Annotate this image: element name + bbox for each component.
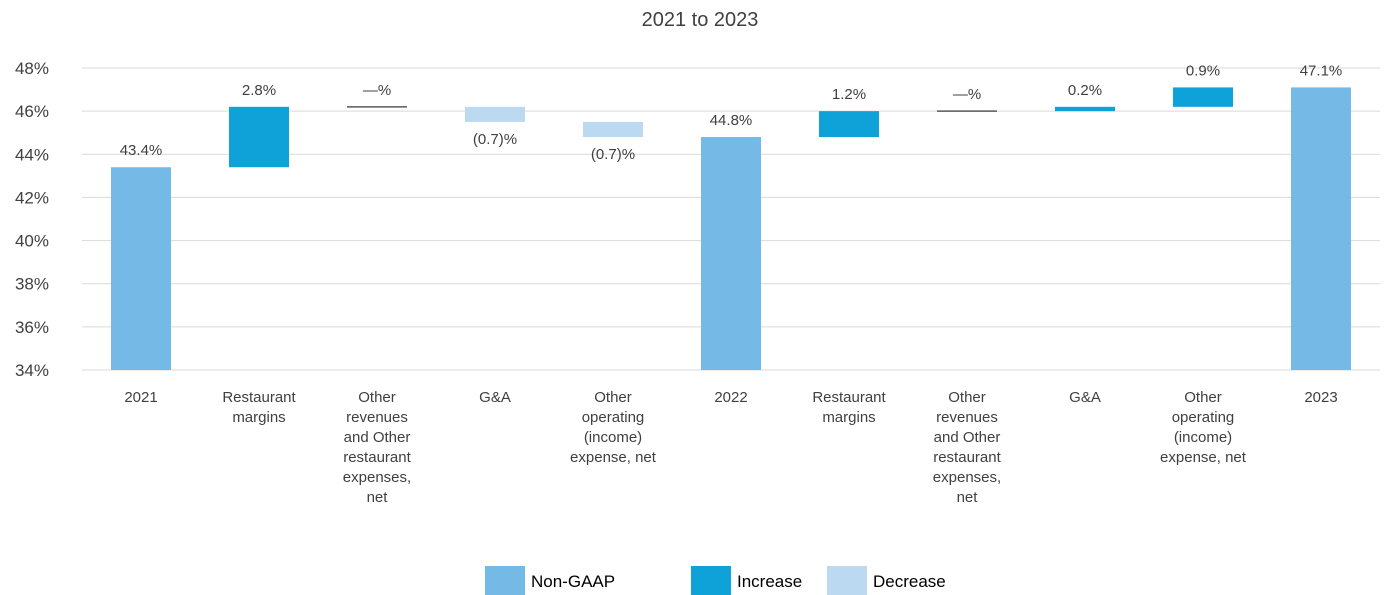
data-label: —% [953,86,981,103]
x-tick-label-line: G&A [479,389,511,406]
data-label: 1.2% [832,86,866,103]
x-tick-label: Restaurant margins [222,389,296,426]
y-tick-label: 34% [15,361,49,380]
y-tick-label: 44% [15,145,49,164]
y-axis: 34% 36% 38% 40% 42% 44% 46% 48% [15,59,49,380]
y-tick-label: 46% [15,102,49,121]
data-label: 43.4% [120,142,163,159]
x-tick-label-line: Other [594,389,632,406]
waterfall-bar [1291,87,1351,371]
x-tick-label-line: operating [1172,409,1235,426]
legend-label: Decrease [873,572,946,591]
x-tick-label-line: operating [582,409,645,426]
y-tick-label: 38% [15,275,49,294]
x-tick-label-line: expenses, [343,469,411,486]
x-tick-label: Other revenues and Other restaurant expenses… [933,389,1002,506]
x-tick-label-line: net [957,489,979,506]
data-label: 44.8% [710,112,753,129]
data-labels: 43.4% 2.8% —% (0.7)% (0.7)% 44.8% 1.2% —% 0.2% 0.… [120,62,1343,163]
x-tick-label: 2022 [714,389,747,406]
legend-label: Increase [737,572,802,591]
waterfall-bar [819,111,879,138]
y-tick-label: 40% [15,232,49,251]
legend: Non-GAAP Increase Decrease [485,566,946,595]
x-tick-label: 2021 [124,389,157,406]
x-tick-label-line: net [367,489,389,506]
x-tick-label-line: expense, net [570,449,657,466]
x-tick-label-line: expense, net [1160,449,1247,466]
data-label: (0.7)% [473,131,517,148]
y-tick-label: 42% [15,188,49,207]
data-label: 2.8% [242,82,276,99]
x-tick-label-line: Restaurant [812,389,886,406]
data-label: 0.9% [1186,62,1220,79]
x-tick-label-line: 2021 [124,389,157,406]
waterfall-bar [583,121,643,138]
data-label: 47.1% [1300,62,1343,79]
legend-label: Non-GAAP [531,572,615,591]
x-tick-label: 2023 [1304,389,1337,406]
chart-title: 2021 to 2023 [642,9,759,31]
x-tick-label-line: and Other [934,429,1001,446]
x-tick-label-line: (income) [584,429,642,446]
x-tick-label-line: revenues [936,409,998,426]
x-tick-label: G&A [479,389,511,406]
x-tick-label-line: revenues [346,409,408,426]
legend-swatch [827,566,867,595]
waterfall-bar [465,106,525,122]
y-tick-label: 48% [15,59,49,78]
x-tick-label: Other operating (income) expense, net [1160,389,1247,466]
x-tick-label: G&A [1069,389,1101,406]
legend-swatch [691,566,731,595]
x-tick-label-line: and Other [344,429,411,446]
waterfall-bar [1055,106,1115,112]
x-tick-label-line: G&A [1069,389,1101,406]
data-label: —% [363,82,391,99]
x-tick-label-line: 2022 [714,389,747,406]
x-tick-label-line: Restaurant [222,389,296,406]
x-tick-label: Other revenues and Other restaurant expenses… [343,389,412,506]
x-tick-label-line: Other [948,389,986,406]
x-axis: 2021 Restaurant margins Other revenues and Ot… [124,389,1337,506]
x-tick-label: Restaurant margins [812,389,886,426]
x-tick-label-line: restaurant [343,449,411,466]
legend-swatch [485,566,525,595]
x-tick-label: Other operating (income) expense, net [570,389,657,466]
x-tick-label-line: Other [1184,389,1222,406]
x-tick-label-line: expenses, [933,469,1001,486]
data-label: 0.2% [1068,82,1102,99]
x-tick-label-line: 2023 [1304,389,1337,406]
bars [111,87,1351,371]
x-tick-label-line: restaurant [933,449,1001,466]
waterfall-bar [111,167,171,370]
x-tick-label-line: (income) [1174,429,1232,446]
x-tick-label-line: Other [358,389,396,406]
waterfall-bar [701,137,761,370]
waterfall-bar [1173,87,1233,107]
x-tick-label-line: margins [232,409,285,426]
waterfall-bar [229,106,289,168]
y-tick-label: 36% [15,318,49,337]
x-tick-label-line: margins [822,409,875,426]
data-label: (0.7)% [591,146,635,163]
